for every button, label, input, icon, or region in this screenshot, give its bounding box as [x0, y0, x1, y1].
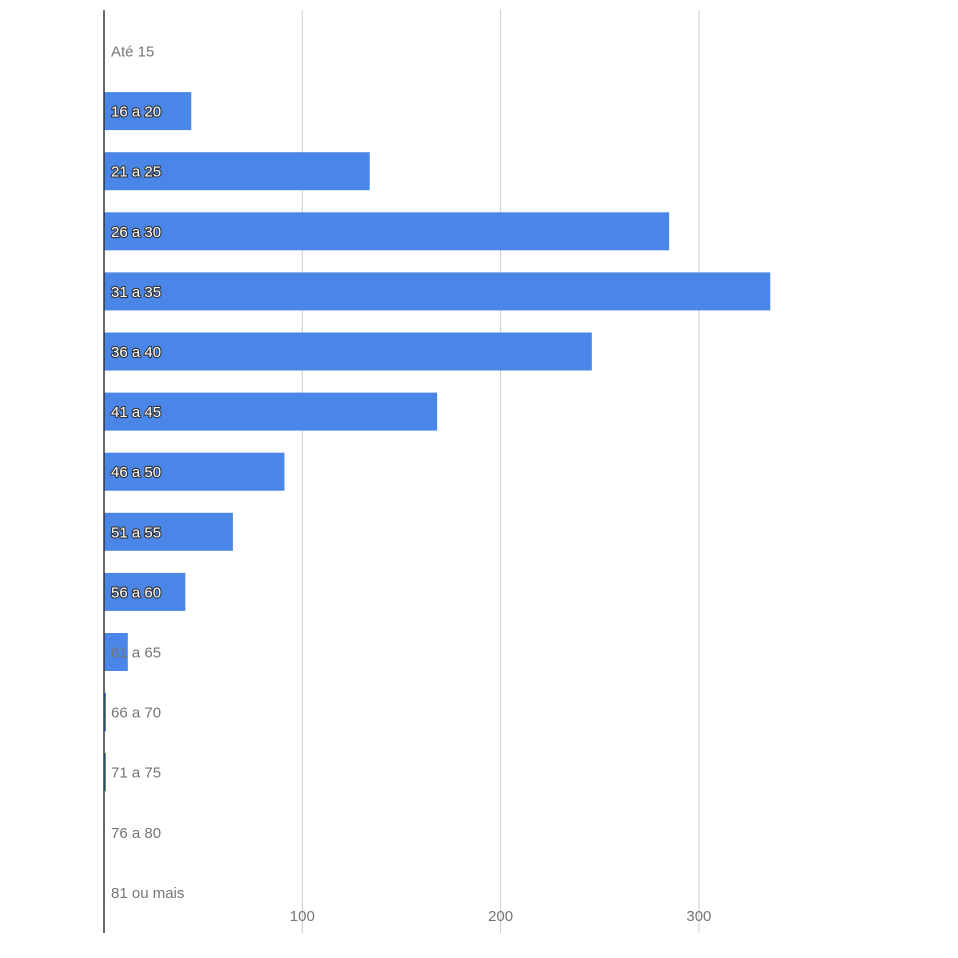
category-label: 81 ou mais	[111, 885, 184, 902]
category-label: 76 a 80	[111, 825, 161, 842]
category-label: 41 a 45	[111, 404, 161, 421]
bar	[104, 693, 106, 732]
bar	[104, 332, 592, 371]
bars	[104, 92, 771, 792]
x-axis-ticks: 100 200 300	[290, 908, 712, 925]
category-label: 21 a 25	[111, 164, 161, 181]
category-label: Até 15	[111, 44, 154, 61]
category-label: 51 a 55	[111, 524, 161, 541]
bar	[104, 512, 233, 551]
category-labels: Até 15 16 a 20 21 a 25 26 a 30 31 a 35 36 a 4…	[110, 44, 184, 902]
bar	[104, 633, 128, 671]
category-label: 16 a 20	[111, 104, 161, 121]
grid-lines	[301, 10, 700, 933]
bar	[104, 452, 285, 491]
category-label: 66 a 70	[111, 705, 161, 722]
category-label: 26 a 30	[111, 224, 161, 241]
x-tick-label: 100	[290, 908, 315, 925]
category-label: 36 a 40	[111, 344, 161, 361]
bar	[104, 92, 192, 131]
bar	[104, 392, 438, 431]
category-label: 61 a 65	[111, 645, 161, 662]
bar	[104, 212, 670, 251]
category-label: 56 a 60	[111, 584, 161, 601]
bar	[104, 152, 370, 191]
bar	[104, 753, 106, 792]
bar	[104, 572, 186, 611]
category-label: 46 a 50	[111, 464, 161, 481]
x-tick-label: 300	[686, 908, 711, 925]
category-label: 71 a 75	[111, 765, 161, 782]
category-label: 31 a 35	[111, 284, 161, 301]
bar	[104, 272, 771, 311]
x-tick-label: 200	[488, 908, 513, 925]
